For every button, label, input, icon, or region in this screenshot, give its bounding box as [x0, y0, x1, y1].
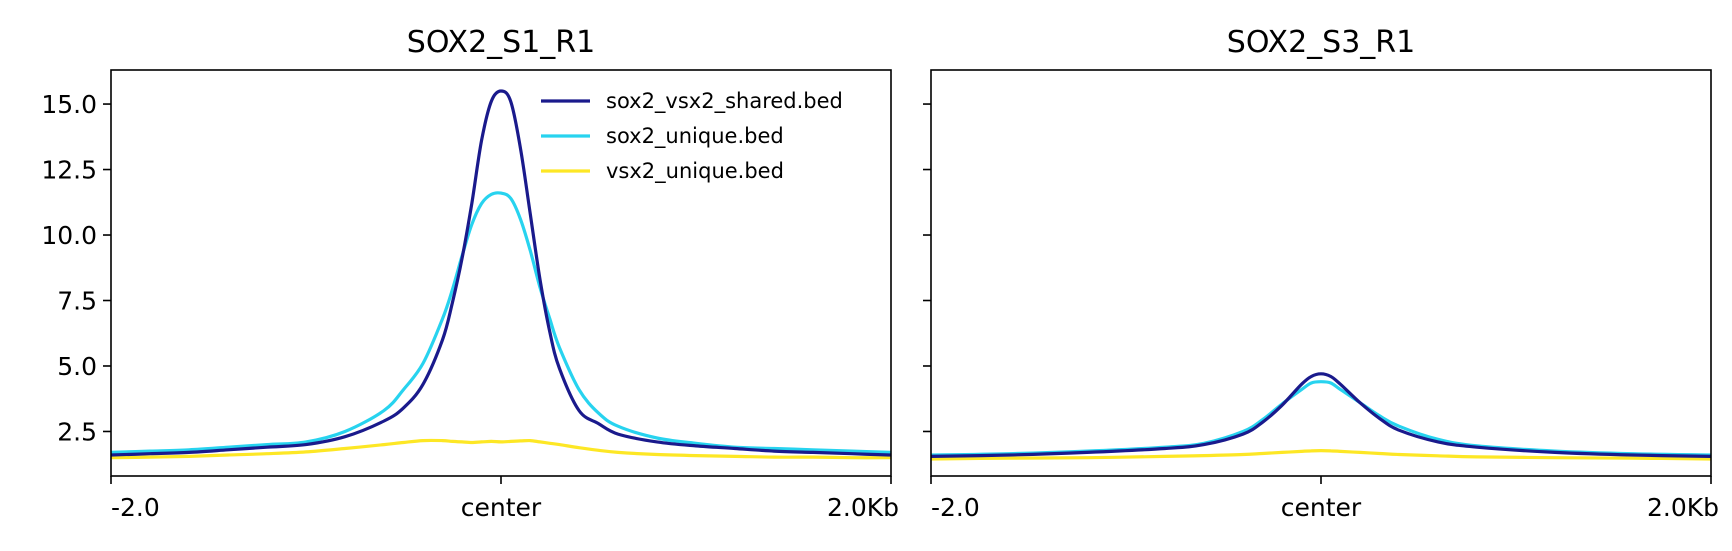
- series-line-sox2-unique: [930, 380, 1712, 457]
- y-tick-label: 10.0: [41, 221, 97, 250]
- axes-frame: [930, 69, 1712, 477]
- y-tick-label: 5.0: [57, 352, 97, 381]
- y-tick-label: 2.5: [57, 417, 97, 446]
- series-line-shared: [110, 89, 892, 457]
- x-tick-label: 2.0Kb: [827, 493, 899, 522]
- series-line-vsx2-unique: [110, 438, 892, 460]
- series-line-sox2-unique: [110, 191, 892, 454]
- series-line-vsx2-unique: [930, 449, 1712, 461]
- legend-label: sox2_unique.bed: [606, 124, 784, 149]
- plot-area: [930, 372, 1712, 461]
- panel-title: SOX2_S3_R1: [1227, 25, 1415, 60]
- legend-label: vsx2_unique.bed: [606, 159, 784, 184]
- panel-sox2-s3-r1: SOX2_S3_R1 -2.0 center 2.0Kb: [923, 25, 1719, 522]
- legend-label: sox2_vsx2_shared.bed: [606, 89, 843, 114]
- y-tick-label: 7.5: [57, 287, 97, 316]
- x-axis: -2.0 center 2.0Kb: [930, 476, 1719, 522]
- x-tick-label: -2.0: [931, 493, 980, 522]
- x-tick-label: center: [461, 493, 542, 522]
- y-axis: [923, 103, 931, 433]
- x-tick-label: center: [1281, 493, 1362, 522]
- series-line-shared: [930, 372, 1712, 458]
- panel-sox2-s1-r1: SOX2_S1_R1 2.5 5.0 7.5 10.0 12.5 15.0 -2.0 ce…: [41, 25, 899, 522]
- panel-title: SOX2_S1_R1: [407, 25, 595, 60]
- x-axis: -2.0 center 2.0Kb: [110, 476, 899, 522]
- plot-area: [110, 89, 892, 460]
- legend: sox2_vsx2_shared.bed sox2_unique.bed vsx…: [541, 89, 843, 184]
- x-tick-label: -2.0: [111, 493, 160, 522]
- y-tick-label: 15.0: [41, 90, 97, 119]
- y-tick-label: 12.5: [41, 156, 97, 185]
- y-axis: 2.5 5.0 7.5 10.0 12.5 15.0: [41, 90, 111, 446]
- x-tick-label: 2.0Kb: [1647, 493, 1719, 522]
